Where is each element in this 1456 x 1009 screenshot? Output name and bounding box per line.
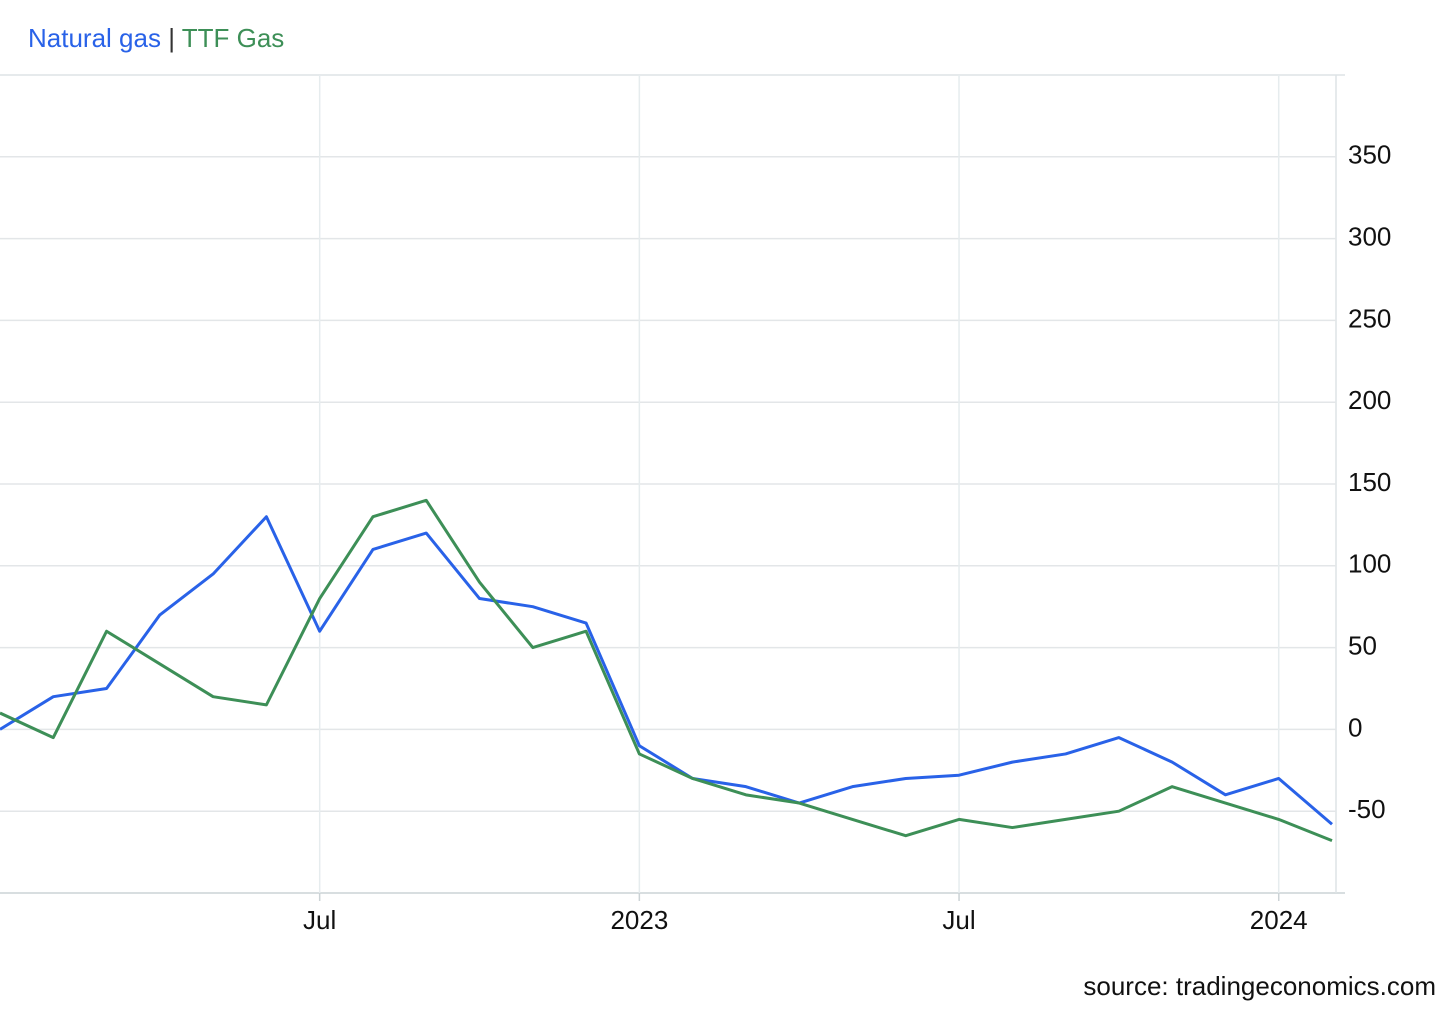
y-tick-label: 0	[1348, 712, 1362, 742]
source: source: tradingeconomics.com	[1083, 971, 1436, 1001]
y-tick-label: 150	[1348, 467, 1391, 497]
y-tick-label: 250	[1348, 303, 1391, 333]
y-tick-label: 300	[1348, 221, 1391, 251]
legend-entry: Natural gas	[28, 23, 161, 53]
x-tick-label: 2024	[1250, 905, 1308, 935]
y-tick-label: -50	[1348, 794, 1386, 824]
legend: Natural gas | TTF Gas	[28, 23, 284, 53]
y-tick-label: 50	[1348, 630, 1377, 660]
series-line	[0, 515, 1333, 826]
grid	[0, 75, 1336, 893]
x-tick-label: Jul	[303, 905, 336, 935]
y-tick-label: 350	[1348, 140, 1391, 170]
series-line	[0, 498, 1333, 843]
legend-entry: TTF Gas	[182, 23, 285, 53]
legend-separator: |	[168, 23, 175, 53]
y-tick-label: 200	[1348, 385, 1391, 415]
y-tick-label: 100	[1348, 549, 1391, 579]
x-tick-label: Jul	[942, 905, 975, 935]
x-tick-label: 2023	[610, 905, 668, 935]
